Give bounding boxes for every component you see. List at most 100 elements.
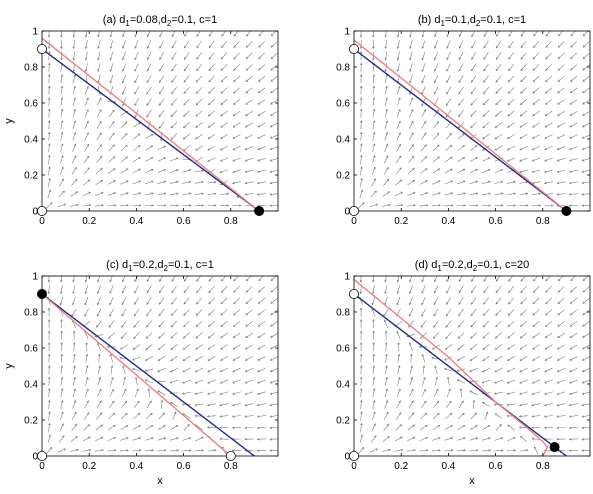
- field-arrow: [495, 63, 502, 71]
- field-arrowhead: [438, 204, 441, 207]
- field-arrowhead: [556, 426, 559, 430]
- field-arrow: [383, 423, 389, 432]
- field-arrow: [233, 52, 240, 60]
- field-arrow: [372, 74, 375, 84]
- y-tick-label: 0.2: [336, 416, 350, 427]
- stable-equilibrium-point: [37, 288, 48, 299]
- field-arrow: [456, 192, 466, 196]
- field-arrowhead: [220, 68, 224, 71]
- field-arrow: [360, 411, 362, 421]
- field-arrowhead: [49, 446, 53, 450]
- field-arrowhead: [458, 313, 461, 317]
- field-arrow: [98, 354, 100, 363]
- field-arrow: [60, 97, 63, 107]
- field-arrowhead: [519, 358, 523, 361]
- field-arrowhead: [520, 290, 523, 293]
- field-arrow: [520, 344, 528, 350]
- field-arrow: [544, 122, 553, 128]
- equilibria: [37, 44, 265, 216]
- field-arrow: [494, 449, 503, 452]
- field-arrowhead: [47, 85, 51, 89]
- field-arrowhead: [398, 143, 401, 147]
- field-arrowhead: [195, 301, 199, 305]
- y-tick-label: 0.2: [24, 171, 38, 182]
- field-arrowhead: [59, 291, 63, 295]
- field-arrow: [582, 134, 590, 139]
- field-arrow: [532, 391, 541, 395]
- x-tick-label: 0.8: [224, 461, 238, 472]
- field-arrowhead: [508, 34, 511, 37]
- field-arrow: [456, 449, 466, 452]
- field-arrowhead: [207, 347, 211, 350]
- field-arrowhead: [556, 392, 560, 395]
- nullclines: [354, 279, 567, 456]
- field-arrowhead: [245, 290, 249, 293]
- field-arrow: [495, 332, 503, 339]
- field-arrowhead: [73, 342, 76, 345]
- field-arrow: [519, 134, 528, 139]
- field-arrowhead: [258, 278, 261, 282]
- field-arrowhead: [507, 136, 510, 140]
- field-arrow: [183, 110, 190, 117]
- field-arrowhead: [469, 369, 472, 373]
- field-arrowhead: [232, 381, 235, 384]
- field-arrowhead: [520, 45, 524, 49]
- field-arrowhead: [411, 144, 414, 147]
- field-arrow: [519, 193, 528, 195]
- field-arrowhead: [483, 68, 486, 72]
- field-arrowhead: [545, 68, 548, 71]
- field-arrowhead: [544, 335, 548, 339]
- field-arrow: [60, 40, 63, 49]
- field-arrowhead: [470, 91, 474, 95]
- field-arrow: [481, 449, 491, 452]
- field-arrowhead: [73, 388, 77, 391]
- field-arrowhead: [244, 358, 248, 361]
- field-arrowhead: [113, 204, 117, 207]
- field-arrowhead: [231, 449, 235, 452]
- field-arrowhead: [109, 57, 113, 61]
- field-arrowhead: [525, 449, 529, 452]
- field-arrowhead: [158, 302, 162, 305]
- field-arrowhead: [99, 120, 102, 124]
- field-arrowhead: [257, 381, 260, 384]
- field-arrow: [384, 97, 388, 107]
- field-arrowhead: [201, 180, 204, 184]
- field-arrowhead: [73, 97, 76, 100]
- field-arrow: [233, 110, 241, 117]
- field-arrowhead: [169, 370, 173, 373]
- field-arrow: [458, 320, 465, 328]
- field-arrow: [360, 155, 362, 164]
- field-arrowhead: [188, 192, 192, 195]
- field-arrowhead: [73, 131, 77, 135]
- field-arrow: [271, 31, 277, 37]
- field-arrowhead: [269, 403, 273, 407]
- field-arrow: [245, 110, 253, 116]
- field-arrowhead: [493, 392, 497, 395]
- field-arrow: [360, 143, 362, 153]
- field-arrowhead: [446, 279, 449, 283]
- field-arrowhead: [475, 449, 479, 452]
- field-arrowhead: [494, 125, 498, 128]
- field-arrow: [232, 391, 241, 395]
- field-arrow: [396, 144, 401, 152]
- field-arrowhead: [146, 46, 150, 49]
- field-arrowhead: [545, 313, 548, 316]
- field-arrow: [59, 423, 64, 432]
- field-arrow: [557, 157, 566, 162]
- field-arrow: [421, 276, 425, 282]
- field-arrowhead: [134, 57, 137, 61]
- field-arrowhead: [433, 69, 437, 72]
- field-arrow: [245, 75, 253, 82]
- field-arrowhead: [244, 181, 248, 185]
- field-arrow: [421, 389, 426, 397]
- field-arrow: [196, 63, 203, 71]
- field-arrow: [483, 320, 490, 328]
- field-arrow: [145, 344, 153, 350]
- field-arrow: [58, 190, 65, 198]
- field-arrowhead: [482, 324, 486, 328]
- field-arrow: [582, 426, 590, 429]
- field-arrowhead: [431, 356, 434, 360]
- field-arrowhead: [359, 85, 363, 89]
- field-arrowhead: [233, 68, 236, 71]
- field-arrowhead: [582, 312, 585, 316]
